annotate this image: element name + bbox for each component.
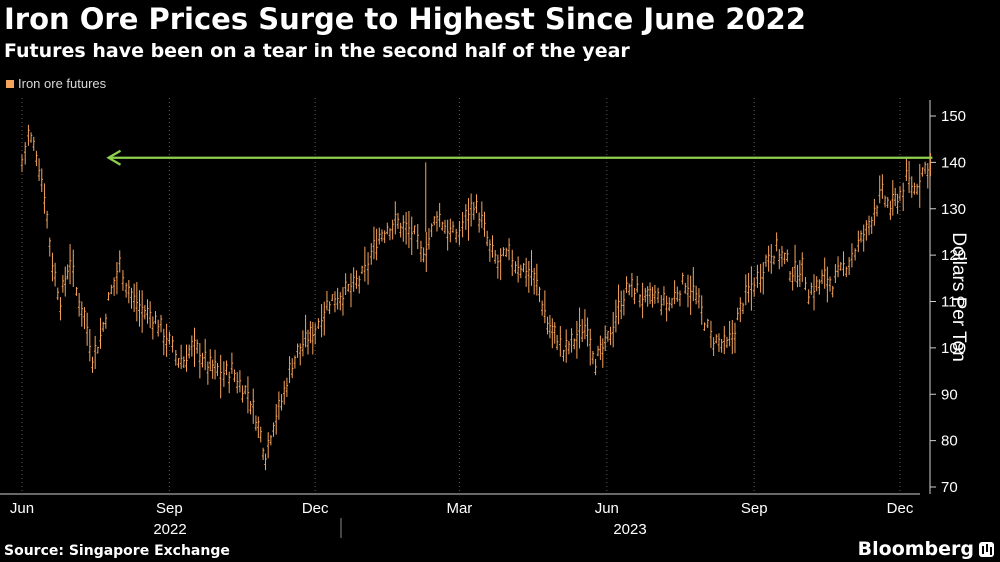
legend-swatch <box>6 79 14 88</box>
y-tick-label: 130 <box>941 201 966 218</box>
year-label: 2023 <box>613 521 646 538</box>
x-tick-label: Jun <box>595 500 619 517</box>
y-axis-title-text: Dollars Per Ton <box>948 232 969 362</box>
bloomberg-chart-icon <box>979 542 994 557</box>
x-tick-label: Sep <box>156 500 183 517</box>
x-tick-label: Dec <box>302 500 329 517</box>
chart-subtitle: Futures have been on a tear in the secon… <box>4 40 630 62</box>
brand-logo: Bloomberg <box>857 538 974 560</box>
y-tick-label: 120 <box>941 247 966 264</box>
year-label: 2022 <box>153 521 186 538</box>
x-tick-label: Sep <box>741 500 768 517</box>
x-tick-label: Dec <box>887 500 914 517</box>
y-tick-label: 90 <box>941 386 958 403</box>
x-tick-label: Mar <box>446 500 472 517</box>
y-tick-label: 100 <box>941 340 966 357</box>
chart-title: Iron Ore Prices Surge to Highest Since J… <box>4 2 806 36</box>
legend: Iron ore futures <box>6 76 106 91</box>
x-tick-label: Jun <box>10 500 34 517</box>
source-note: Source: Singapore Exchange <box>4 543 230 559</box>
legend-label: Iron ore futures <box>18 76 107 91</box>
arrow-head <box>106 149 122 166</box>
y-tick-label: 80 <box>941 433 958 450</box>
y-tick-label: 140 <box>941 154 966 171</box>
y-tick-label: 150 <box>941 108 966 125</box>
y-tick-label: 110 <box>941 294 965 311</box>
y-axis-title: Dollars Per Ton <box>930 222 986 372</box>
y-tick-label: 70 <box>941 479 958 496</box>
